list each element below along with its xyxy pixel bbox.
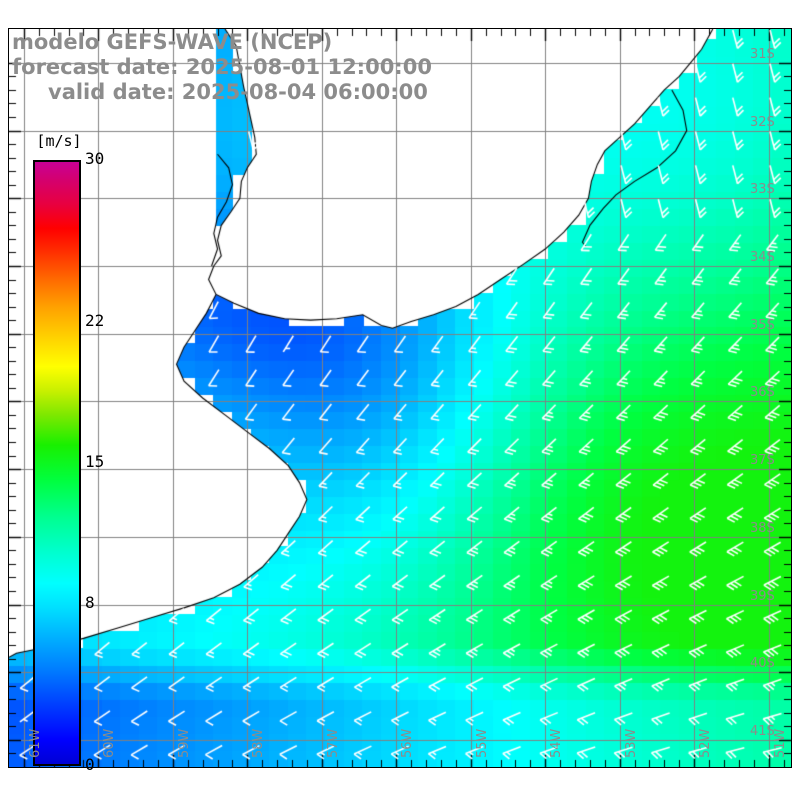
- colorbar-tick-22: 22: [85, 310, 105, 330]
- colorbar-tick-0: 0: [85, 755, 95, 774]
- colorbar-tick-30: 30: [85, 149, 105, 168]
- colorbar-tick-8: 8: [85, 593, 95, 613]
- colorbar-gradient: [33, 160, 81, 766]
- colorbar: [m/s] 30 22 15 8 0: [33, 132, 104, 773]
- map-plot-frame: [8, 28, 792, 768]
- grid-coastline-barbs-overlay: [9, 29, 791, 767]
- colorbar-tick-15: 15: [85, 452, 105, 471]
- colorbar-unit-label: [m/s]: [36, 132, 82, 150]
